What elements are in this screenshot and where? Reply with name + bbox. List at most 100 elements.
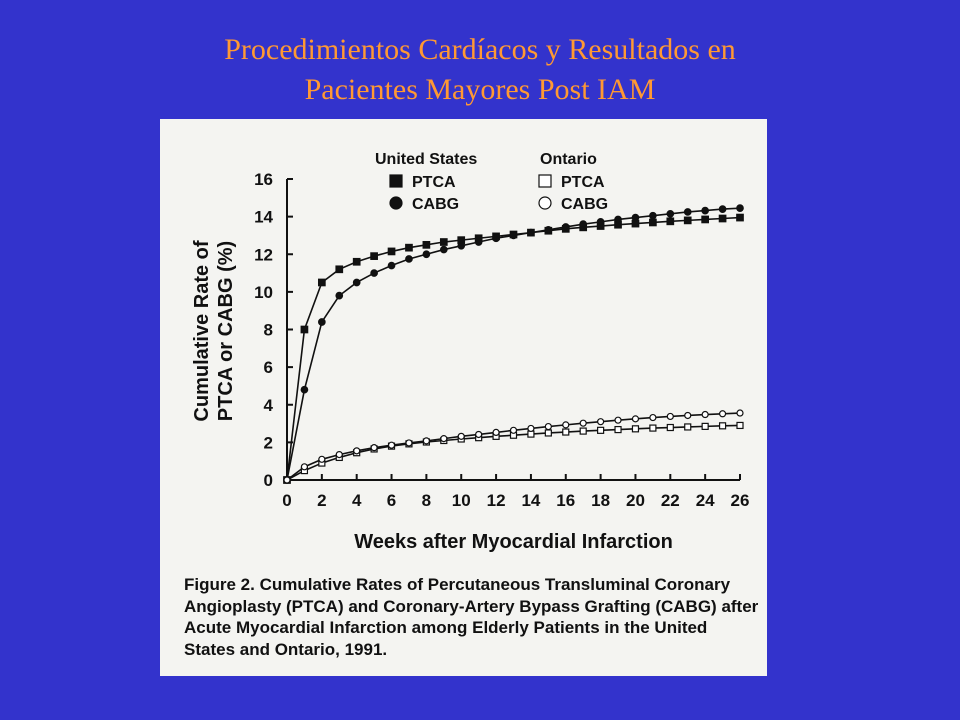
series-line (286, 207, 741, 481)
legend-marker (389, 174, 403, 188)
x-tick-label: 2 (317, 491, 326, 510)
data-point (631, 213, 640, 222)
x-tick-label: 10 (452, 491, 471, 510)
data-point (701, 410, 709, 419)
data-point (614, 215, 622, 224)
data-point (701, 215, 710, 224)
x-tick-label: 6 (387, 491, 396, 510)
legend-marker (389, 196, 403, 210)
figure-caption: Figure 2. Cumulative Rates of Percutaneo… (184, 574, 759, 660)
data-point (631, 415, 640, 423)
data-point (579, 427, 587, 435)
data-point (387, 441, 396, 449)
data-point (509, 426, 518, 434)
data-point (544, 429, 552, 437)
data-point (283, 476, 291, 484)
x-axis-label: Weeks after Myocardial Infarction (354, 531, 673, 553)
figure-panel: 0 2 4 6 8 10 12 14 16 0 2 4 6 8 10 12 14 16 18 20 22 24 26 Week… (160, 119, 767, 676)
data-point (440, 435, 448, 443)
y-tick-label: 10 (254, 283, 273, 302)
data-point (718, 422, 727, 430)
data-point (701, 422, 709, 430)
data-point (318, 455, 326, 463)
data-point (736, 204, 744, 213)
data-point (614, 416, 622, 424)
data-point (631, 425, 640, 433)
data-point (422, 250, 431, 259)
x-tick-label: 12 (487, 491, 506, 510)
data-point (736, 213, 744, 222)
y-tick-label: 12 (254, 245, 273, 264)
y-tick-label: 16 (254, 170, 273, 189)
data-point (683, 216, 692, 225)
series-line (286, 216, 741, 481)
data-point (300, 463, 309, 471)
slide-title-line-2: Pacientes Mayores Post IAM (304, 73, 656, 106)
data-point (492, 428, 500, 437)
legend-label: PTCA (561, 174, 605, 191)
y-tick-label: 8 (264, 321, 273, 340)
x-tick-label: 26 (731, 491, 750, 510)
data-point (579, 220, 588, 229)
data-point (649, 211, 657, 220)
data-point (666, 209, 675, 218)
data-point (474, 238, 483, 246)
data-point (666, 217, 675, 226)
data-point (335, 291, 344, 300)
data-point (527, 228, 535, 237)
data-point (405, 243, 413, 252)
data-point (422, 437, 430, 445)
slide-title: Procedimientos Cardíacos y Resultados en… (0, 30, 960, 110)
data-point (684, 411, 692, 420)
x-tick-label: 22 (661, 491, 680, 510)
y-tick-label: 2 (264, 433, 273, 452)
data-point (509, 231, 518, 240)
data-point (405, 255, 413, 263)
data-point (666, 423, 674, 432)
x-tick-label: 16 (556, 491, 575, 510)
legend-group-us: United States (375, 151, 477, 168)
data-point (422, 240, 431, 249)
data-point (352, 278, 361, 287)
data-point (736, 421, 744, 430)
data-point (701, 206, 710, 215)
x-tick-label: 0 (282, 491, 291, 510)
data-point (405, 439, 413, 447)
x-tick-label: 20 (626, 491, 645, 510)
data-point (370, 252, 378, 260)
data-point (683, 208, 692, 216)
data-point (561, 223, 570, 231)
legend-label: CABG (561, 196, 608, 213)
data-point (736, 409, 744, 417)
data-point (475, 430, 483, 439)
data-point (597, 426, 605, 434)
data-point (439, 245, 448, 254)
data-point (666, 412, 674, 421)
legend-marker (538, 174, 552, 188)
data-point (649, 218, 657, 227)
data-point (492, 234, 500, 243)
data-point (596, 218, 605, 226)
data-point (457, 432, 465, 440)
x-tick-label: 24 (696, 491, 715, 510)
data-point (562, 428, 570, 436)
data-point (649, 413, 657, 422)
data-point (457, 241, 466, 250)
data-point (562, 421, 570, 429)
y-tick-label: 0 (264, 471, 273, 490)
x-tick-label: 18 (591, 491, 610, 510)
x-tick-label: 8 (422, 491, 431, 510)
y-axis-label: Cumulative Rate of PTCA or CABG (%) (191, 240, 237, 421)
x-tick-label: 14 (521, 491, 540, 510)
data-point (335, 265, 344, 274)
legend-group-ontario: Ontario (540, 151, 597, 168)
data-point (597, 418, 605, 426)
data-point (527, 424, 535, 433)
y-tick-label: 4 (264, 396, 274, 415)
legend-label: PTCA (412, 174, 456, 191)
figure-caption-text: Cumulative Rates of Percutaneous Translu… (184, 575, 759, 659)
y-axis-label-line: Cumulative Rate of (191, 240, 213, 421)
data-point (387, 261, 396, 270)
data-point (370, 269, 378, 277)
